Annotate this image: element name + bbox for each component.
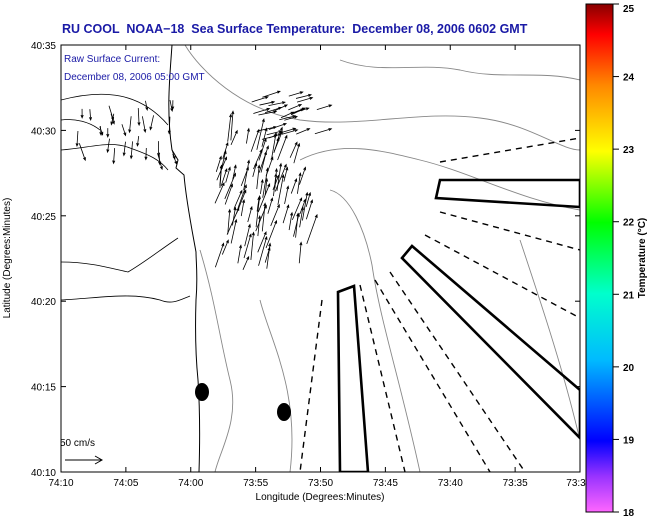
- colorbar-tick-label: 19: [623, 435, 635, 446]
- colorbar-tick-label: 20: [623, 363, 635, 374]
- x-tick-label: 74:10: [48, 478, 73, 489]
- colorbar-tick-label: 22: [623, 218, 635, 229]
- bay-shoreline: [61, 93, 191, 303]
- map-area: [61, 45, 580, 472]
- bathymetry-contour: [184, 45, 580, 472]
- colorbar-tick-label: 24: [623, 73, 635, 84]
- y-tick-label: 40:35: [31, 41, 56, 52]
- colorbar-label: Temperature (°C): [637, 218, 648, 299]
- tick-marks: [60, 44, 581, 473]
- y-tick-label: 40:25: [31, 212, 56, 223]
- x-tick-label: 73:55: [243, 478, 268, 489]
- x-tick-label: 73:45: [373, 478, 398, 489]
- x-tick-label: 73:35: [503, 478, 528, 489]
- scale-label: 50 cm/s: [60, 438, 95, 449]
- x-axis-label: Longitude (Degrees:Minutes): [256, 492, 385, 503]
- y-tick-label: 40:15: [31, 383, 56, 394]
- colorbar-tick-label: 23: [623, 145, 635, 156]
- colorbar-tick-label: 21: [623, 290, 635, 301]
- coastline: [168, 45, 201, 472]
- x-tick-label: 74:00: [178, 478, 203, 489]
- x-tick-label: 73:50: [308, 478, 333, 489]
- x-tick-label: 73:3: [566, 478, 586, 489]
- colorbar-tick-label: 18: [623, 508, 635, 518]
- transect-boxes: [336, 178, 580, 472]
- plot-frame: [60, 44, 581, 473]
- y-tick-label: 40:20: [31, 297, 56, 308]
- scale-arrow: [65, 455, 104, 465]
- y-tick-label: 40:30: [31, 126, 56, 137]
- y-tick-label: 40:10: [31, 468, 56, 479]
- station-marker: [277, 403, 291, 421]
- station-marker: [195, 383, 209, 401]
- current-annotation-line2: December 08, 2006 05:00 GMT: [64, 72, 205, 83]
- x-tick-label: 74:05: [113, 478, 138, 489]
- y-axis-label: Latitude (Degrees:Minutes): [2, 198, 13, 319]
- colorbar-tick-label: 25: [623, 4, 635, 15]
- x-tick-label: 73:40: [438, 478, 463, 489]
- current-vectors: [75, 90, 333, 270]
- colorbar: [585, 3, 614, 513]
- dashed-sector-lines: [299, 137, 580, 472]
- map-title: RU COOL NOAA−18 Sea Surface Temperature:…: [62, 22, 528, 36]
- current-annotation-line1: Raw Surface Current:: [64, 54, 160, 65]
